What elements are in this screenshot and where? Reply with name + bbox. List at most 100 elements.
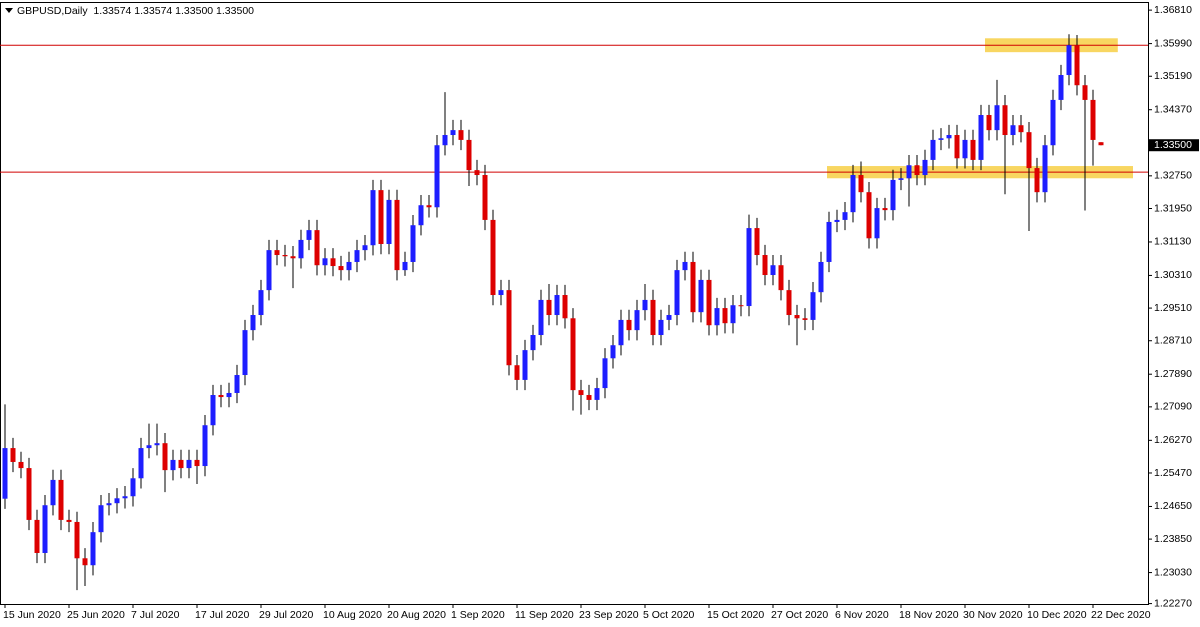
candle-body [58, 479, 64, 520]
candle-body [498, 290, 504, 296]
candle [994, 79, 1000, 141]
candle [258, 279, 264, 326]
candle-body [154, 443, 160, 446]
candle-body [890, 179, 896, 211]
candle [634, 299, 640, 341]
candle-body [306, 230, 312, 240]
candle-body [682, 261, 688, 271]
candle [578, 379, 584, 415]
x-tick-label: 20 Aug 2020 [387, 609, 446, 621]
candle [362, 235, 368, 261]
candle-body [442, 135, 448, 146]
candle-body [90, 532, 96, 566]
candle-body [874, 208, 880, 239]
candle [938, 128, 944, 151]
candle [626, 309, 632, 341]
x-tick-label: 18 Nov 2020 [899, 609, 959, 621]
candle-body [290, 256, 296, 259]
candle-body [898, 178, 904, 180]
candle [570, 308, 576, 411]
candle [978, 104, 984, 171]
chart-title: GBPUSD,Daily 1.33574 1.33574 1.33500 1.3… [17, 5, 254, 17]
candle [722, 297, 728, 334]
candle [850, 164, 856, 223]
candle-body [986, 115, 992, 131]
y-tick-label: 1.23850 [1154, 533, 1192, 545]
candle-body [674, 270, 680, 316]
candle [130, 468, 136, 507]
candle-body [218, 395, 224, 398]
candle [986, 104, 992, 141]
candle [770, 255, 776, 286]
candle-body [810, 292, 816, 320]
candle [202, 415, 208, 477]
x-tick-label: 11 Sep 2020 [515, 609, 574, 621]
candle-body [346, 261, 352, 271]
candle [834, 209, 840, 233]
plot-area [0, 34, 1148, 591]
candle [306, 219, 312, 251]
candle-body [226, 392, 232, 398]
candle [506, 279, 512, 376]
candle-body [162, 443, 168, 471]
candle-body [962, 139, 968, 159]
candle-body [474, 170, 480, 176]
y-tick-label: 1.25470 [1154, 467, 1192, 479]
candle [10, 437, 16, 473]
candle-body [458, 130, 464, 140]
candle [810, 281, 816, 331]
candle [274, 239, 280, 266]
candle [610, 335, 616, 369]
candle [82, 548, 88, 587]
candle-body [330, 258, 336, 267]
candle [58, 469, 64, 531]
candle [218, 384, 224, 408]
candle-body [1058, 75, 1064, 100]
y-tick-label: 1.31130 [1154, 236, 1191, 248]
x-tick-label: 7 Jul 2020 [131, 609, 180, 621]
candle-body [778, 265, 784, 291]
y-tick-label: 1.35190 [1154, 70, 1192, 82]
candle-body [178, 459, 184, 469]
candle-body [194, 459, 200, 467]
candle [1026, 121, 1032, 231]
candle-body [722, 308, 728, 324]
candle-body [562, 295, 568, 319]
candle [330, 248, 336, 277]
candle [394, 189, 400, 281]
candle [370, 179, 376, 256]
candle-body [794, 315, 800, 319]
candle [762, 244, 768, 286]
plot-frame [0, 2, 1149, 605]
candle-body [666, 315, 672, 320]
candle [298, 229, 304, 269]
candle-body [850, 175, 856, 213]
candle-body [354, 250, 360, 262]
x-tick-label: 15 Jun 2020 [3, 609, 61, 621]
candle [18, 451, 24, 479]
candle-body [698, 279, 704, 313]
candle [146, 423, 152, 459]
candle [682, 251, 688, 281]
candle [474, 159, 480, 186]
candle-body [730, 305, 736, 324]
candle [778, 255, 784, 301]
candle-body [202, 425, 208, 467]
candle [138, 437, 144, 489]
candle [378, 179, 384, 255]
y-tick-label: 1.27090 [1154, 401, 1192, 413]
candle [746, 214, 752, 317]
candle-body [770, 265, 776, 276]
candle-body [146, 445, 152, 449]
candle [1074, 35, 1080, 96]
candle [530, 324, 536, 361]
x-tick-label: 5 Oct 2020 [643, 609, 695, 621]
candle-body [426, 205, 432, 208]
x-tick-label: 15 Oct 2020 [707, 609, 764, 621]
candle-body [1010, 125, 1016, 136]
candle [450, 119, 456, 146]
candle-body [1018, 125, 1024, 133]
candle-body [10, 448, 16, 462]
candle [2, 404, 8, 509]
